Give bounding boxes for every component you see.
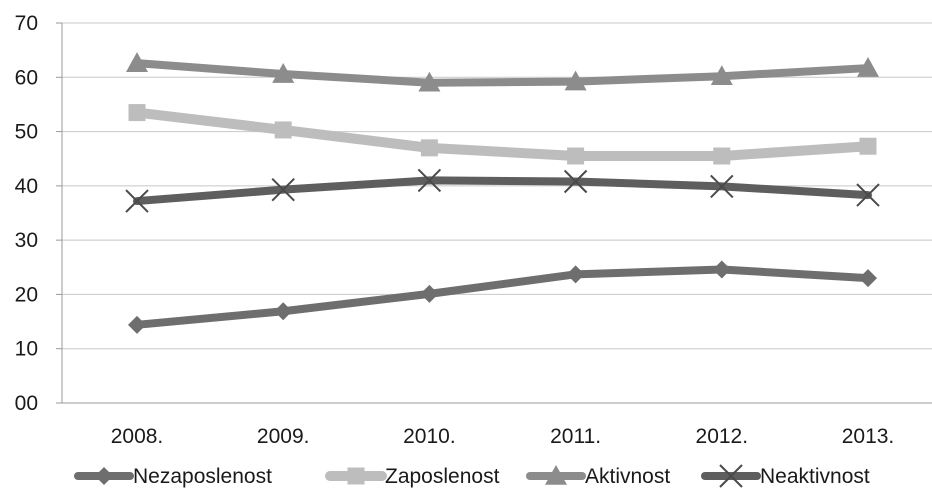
data-point (126, 52, 148, 72)
x-tick-label: 2013. (842, 425, 895, 448)
legend: Nezaposlenost Zaposlenost Aktivnost Neaktiv… (74, 464, 870, 488)
series-nezaposlenost (128, 260, 877, 334)
data-point (857, 57, 879, 77)
y-tick-label: 70 (15, 12, 38, 35)
series-zaposlenost (128, 104, 877, 165)
data-point (274, 121, 292, 139)
data-point (567, 147, 585, 165)
data-point (420, 139, 438, 157)
x-axis-ticks: 2008. 2009. 2010. 2011. 2012. 2013. (111, 425, 895, 448)
legend-marker (347, 467, 365, 485)
data-point (274, 302, 293, 321)
x-tick-label: 2011. (550, 425, 601, 448)
data-point (128, 104, 146, 122)
legend-marker (545, 465, 567, 485)
y-tick-label: 30 (15, 229, 38, 252)
y-tick-label: 00 (15, 392, 38, 415)
legend-label: Zaposlenost (385, 465, 500, 488)
data-point (271, 177, 295, 202)
y-tick-label: 60 (15, 66, 38, 89)
y-axis-ticks: 00 10 20 30 40 50 60 70 (15, 12, 38, 415)
y-tick-label: 50 (15, 121, 38, 144)
axes (56, 22, 932, 404)
x-tick-label: 2009. (257, 425, 310, 448)
legend-label: Aktivnost (585, 465, 670, 488)
series-line (132, 107, 873, 161)
data-point (713, 147, 731, 165)
y-tick-label: 40 (15, 175, 38, 198)
data-point (566, 265, 585, 284)
y-tick-label: 10 (15, 338, 38, 361)
data-point (710, 174, 734, 199)
y-tick-label: 20 (15, 283, 38, 306)
series-line (133, 176, 872, 206)
data-point (859, 137, 877, 155)
series-aktivnost (126, 52, 879, 92)
series-line (133, 59, 872, 87)
data-point (712, 260, 731, 279)
gridlines (62, 22, 932, 350)
x-tick-label: 2008. (111, 425, 164, 448)
data-point (128, 315, 146, 334)
legend-label: Neaktivnost (760, 465, 870, 488)
x-tick-label: 2010. (403, 425, 456, 448)
legend-item: Neaktivnost (701, 464, 870, 488)
data-point (420, 284, 439, 303)
legend-item: Aktivnost (526, 465, 670, 488)
data-point (710, 65, 733, 85)
legend-item: Zaposlenost (325, 465, 500, 488)
data-point (417, 168, 442, 193)
data-point (564, 70, 587, 91)
legend-label: Nezaposlenost (133, 465, 272, 488)
x-tick-label: 2012. (696, 425, 749, 448)
legend-marker (719, 464, 743, 488)
data-point (125, 189, 149, 213)
data-point (272, 63, 295, 83)
legend-marker (95, 467, 113, 485)
data-point (418, 71, 441, 92)
series-line (133, 265, 872, 329)
series-group (125, 52, 880, 334)
data-point (563, 169, 588, 194)
series-neaktivnost (125, 168, 880, 213)
legend-item: Nezaposlenost (74, 465, 272, 488)
data-point (859, 269, 877, 288)
data-point (856, 183, 880, 207)
